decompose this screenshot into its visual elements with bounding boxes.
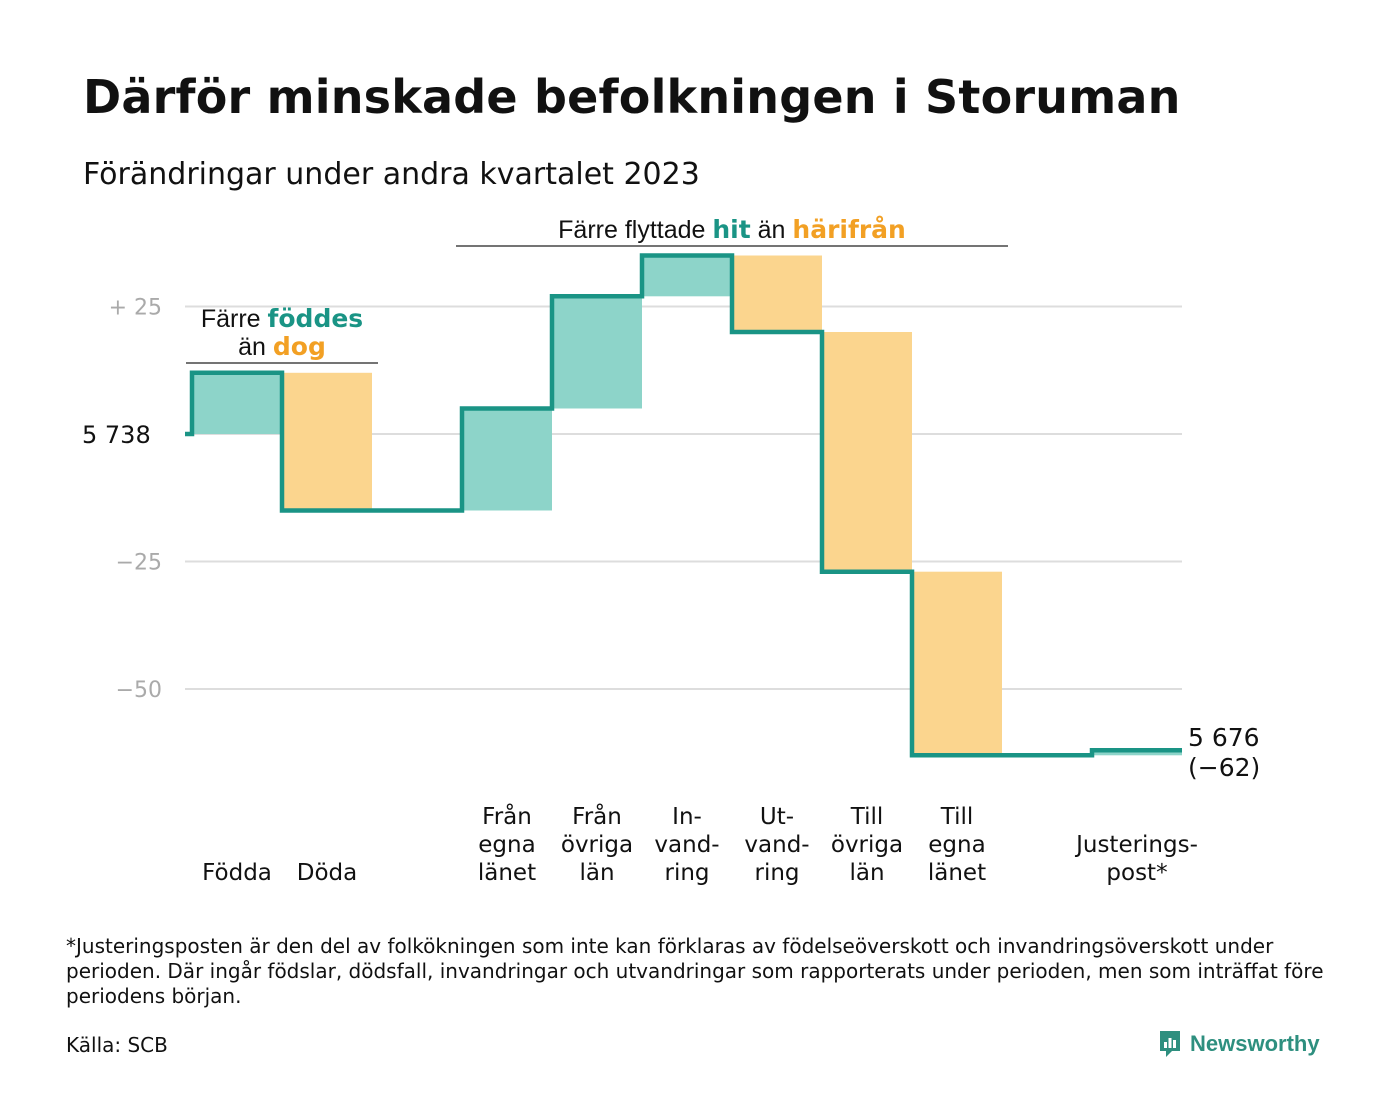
y-tick-label: −50: [116, 678, 162, 703]
start-value-label: 5 738: [82, 421, 151, 449]
newsworthy-logo-icon: [1160, 1031, 1180, 1057]
annotation-text: Färre föddes: [201, 304, 363, 333]
category-label: Födda: [202, 860, 272, 886]
annotation-segment: Färre: [201, 305, 268, 333]
category-label: ring: [664, 860, 709, 886]
newsworthy-logo[interactable]: Newsworthy: [1158, 1028, 1320, 1060]
category-label: län: [579, 860, 614, 886]
category-label: post*: [1106, 860, 1167, 886]
category-label: In-: [672, 804, 702, 830]
brand-name: Newsworthy: [1190, 1031, 1320, 1056]
waterfall-bar: [462, 408, 552, 511]
annotation-text: Färre flyttade hit än härifrån: [558, 215, 906, 244]
category-label: Till: [850, 804, 884, 830]
category-label: övriga: [561, 832, 633, 858]
y-tick-label: −25: [116, 551, 162, 576]
source-note: Källa: SCB: [66, 1033, 168, 1057]
annotation-segment: Färre flyttade: [558, 216, 712, 244]
category-label: länet: [478, 860, 536, 886]
annotation-segment: föddes: [268, 304, 364, 333]
category-label: län: [849, 860, 884, 886]
category-label: Ut-: [760, 804, 794, 830]
category-label: Döda: [297, 860, 357, 886]
end-change-label: (−62): [1188, 753, 1260, 782]
y-tick-label: + 25: [109, 296, 162, 321]
chart-title: Därför minskade befolkningen i Storuman: [83, 70, 1181, 124]
category-label: vand-: [744, 832, 809, 858]
category-label: övriga: [831, 832, 903, 858]
waterfall-bar: [642, 255, 732, 297]
waterfall-bar: [912, 571, 1002, 756]
category-label: egna: [928, 832, 985, 858]
waterfall-bar: [732, 255, 822, 332]
annotation-segment: härifrån: [792, 215, 905, 244]
waterfall-bar: [552, 296, 642, 409]
waterfall-bar: [822, 332, 912, 572]
annotation-segment: än: [751, 216, 793, 244]
category-label: Från: [572, 802, 622, 830]
waterfall-bar: [1092, 750, 1182, 756]
annotation-segment: än: [238, 333, 273, 361]
category-label: länet: [928, 860, 986, 886]
category-label: vand-: [654, 832, 719, 858]
category-label: Till: [940, 804, 974, 830]
annotation-segment: hit: [712, 215, 750, 244]
chart-subtitle: Förändringar under andra kvartalet 2023: [83, 157, 700, 192]
category-label: Från: [482, 802, 532, 830]
category-label: Justerings-: [1074, 832, 1198, 858]
footnote: *Justeringsposten är den del av folkökni…: [66, 934, 1324, 1008]
annotation-text: än dog: [238, 332, 326, 361]
waterfall-bar: [192, 372, 282, 434]
end-value-label: 5 676: [1188, 723, 1260, 752]
category-label: ring: [754, 860, 799, 886]
category-label: egna: [478, 832, 535, 858]
annotation-segment: dog: [273, 332, 326, 361]
waterfall-bar: [282, 372, 372, 511]
cumulative-step-line: [185, 253, 1182, 758]
